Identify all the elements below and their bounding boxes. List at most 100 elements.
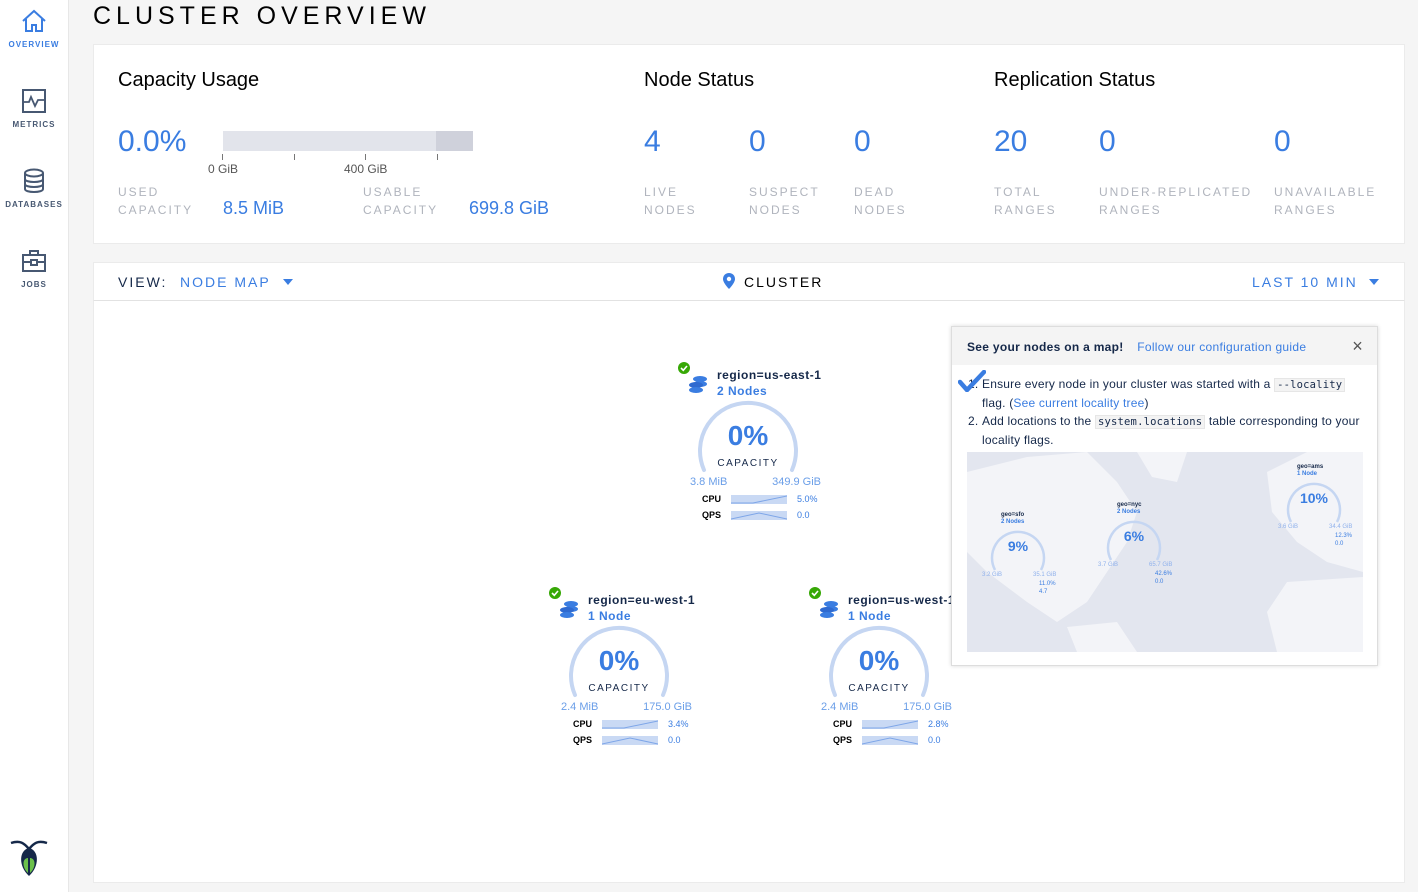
view-dropdown[interactable]: NODE MAP bbox=[180, 274, 271, 290]
dead-nodes-value: 0 bbox=[854, 125, 871, 158]
node-status-title: Node Status bbox=[644, 69, 755, 91]
healthy-check-icon bbox=[678, 362, 690, 374]
chevron-down-icon[interactable] bbox=[1369, 279, 1379, 290]
capacity-gauge bbox=[829, 625, 929, 697]
cpu-label: CPU bbox=[573, 719, 593, 729]
live-nodes-value: 4 bbox=[644, 125, 661, 158]
unavailable-ranges-value: 0 bbox=[1274, 125, 1291, 158]
capacity-percent: 0% bbox=[727, 420, 769, 451]
locality-tree-link[interactable]: See current locality tree bbox=[1013, 396, 1145, 410]
sidebar-item-overview[interactable]: OVERVIEW bbox=[0, 8, 68, 49]
qps-label: QPS bbox=[833, 735, 853, 745]
cockroach-logo[interactable] bbox=[8, 838, 50, 880]
example-map-image: geo=sfo 2 Nodes 9% 3.2 GiB 35.1 GiB 11.0… bbox=[967, 452, 1363, 652]
sidebar-item-label: DATABASES bbox=[5, 200, 63, 209]
used-capacity: 2.4 MiB bbox=[561, 701, 599, 713]
cpu-label: CPU bbox=[833, 719, 853, 729]
qps-value: 0.0 bbox=[797, 510, 810, 520]
total-capacity: 175.0 GiB bbox=[903, 701, 952, 713]
sidebar-item-metrics[interactable]: METRICS bbox=[0, 88, 68, 129]
chevron-down-icon[interactable] bbox=[283, 279, 293, 290]
capacity-label: CAPACITY bbox=[717, 458, 779, 469]
usable-capacity-value: 699.8 GiB bbox=[469, 198, 550, 218]
view-label: VIEW: bbox=[118, 274, 168, 290]
sidebar-item-databases[interactable]: DATABASES bbox=[0, 168, 68, 209]
close-icon[interactable]: × bbox=[1352, 336, 1363, 356]
dead-nodes-label: DEAD NODES bbox=[854, 185, 907, 217]
breadcrumb-cluster[interactable]: CLUSTER bbox=[744, 274, 824, 290]
node-count: 1 Node bbox=[588, 609, 632, 623]
popup-heading: See your nodes on a map! bbox=[967, 340, 1124, 354]
used-capacity: 3.8 MiB bbox=[690, 476, 728, 488]
qps-value: 0.0 bbox=[668, 735, 681, 745]
capacity-label: CAPACITY bbox=[848, 683, 910, 694]
cpu-label: CPU bbox=[702, 494, 722, 504]
suspect-nodes-value: 0 bbox=[749, 125, 766, 158]
under-replicated-label: UNDER-REPLICATED RANGES bbox=[1099, 185, 1253, 217]
unavailable-ranges-label: UNAVAILABLE RANGES bbox=[1274, 185, 1377, 217]
qps-sparkline bbox=[731, 511, 787, 520]
capacity-percent: 0% bbox=[598, 645, 640, 676]
sidebar-item-label: OVERVIEW bbox=[8, 40, 60, 49]
sidebar: OVERVIEW METRICS DATABASES JOBS bbox=[0, 0, 69, 892]
cpu-sparkline bbox=[602, 720, 658, 729]
time-range-dropdown[interactable]: LAST 10 MIN bbox=[1252, 274, 1358, 290]
total-capacity: 349.9 GiB bbox=[772, 476, 821, 488]
map-node-widget: geo=nyc 2 Nodes 6% 3.7 GiB 65.7 GiB 42.6… bbox=[1098, 502, 1173, 585]
live-nodes-label: LIVE NODES bbox=[644, 185, 697, 217]
healthy-check-icon bbox=[809, 587, 821, 599]
database-icon bbox=[24, 168, 44, 193]
map-node-widget: geo=ams 1 Node 10% 3.6 GiB 34.4 GiB 12.3… bbox=[1278, 464, 1353, 547]
node-locality-widget[interactable]: region=us-west-1 1 Node 0% CAPACITY 2.4 … bbox=[744, 587, 1014, 757]
sidebar-item-label: JOBS bbox=[21, 280, 47, 289]
database-stack-icon bbox=[689, 376, 707, 393]
locality-title[interactable]: region=us-west-1 bbox=[848, 593, 956, 607]
capacity-title: Capacity Usage bbox=[118, 69, 260, 91]
configuration-guide-link[interactable]: Follow our configuration guide bbox=[1137, 340, 1307, 354]
tick-label: 400 GiB bbox=[344, 162, 388, 176]
qps-label: QPS bbox=[573, 735, 593, 745]
locality-title[interactable]: region=eu-west-1 bbox=[588, 593, 696, 607]
total-ranges-label: TOTAL RANGES bbox=[994, 185, 1057, 217]
database-stack-icon bbox=[560, 601, 578, 618]
map-node-widget: geo=sfo 2 Nodes 9% 3.2 GiB 35.1 GiB 11.0… bbox=[982, 512, 1057, 595]
capacity-bar bbox=[223, 131, 473, 151]
setup-steps: Ensure every node in your cluster was st… bbox=[952, 365, 1377, 449]
node-locality-widget[interactable]: region=us-east-1 2 Nodes 0% CAPACITY 3.8… bbox=[613, 362, 883, 532]
sidebar-item-jobs[interactable]: JOBS bbox=[0, 248, 68, 289]
database-stack-icon bbox=[820, 601, 838, 618]
total-capacity: 175.0 GiB bbox=[643, 701, 692, 713]
capacity-label: CAPACITY bbox=[588, 683, 650, 694]
cpu-sparkline bbox=[731, 495, 787, 504]
suspect-nodes-label: SUSPECT NODES bbox=[749, 185, 820, 217]
step-2: Add locations to the system.locations ta… bbox=[982, 412, 1362, 449]
checkmark-icon bbox=[958, 370, 986, 392]
location-pin-icon bbox=[723, 273, 735, 289]
briefcase-icon bbox=[22, 250, 46, 272]
healthy-check-icon bbox=[549, 587, 561, 599]
cpu-value: 2.8% bbox=[928, 719, 949, 729]
cpu-value: 3.4% bbox=[668, 719, 689, 729]
page-title: CLUSTER OVERVIEW bbox=[93, 2, 431, 30]
chart-icon bbox=[22, 89, 46, 113]
view-bar: VIEW: NODE MAP CLUSTER LAST 10 MIN bbox=[93, 262, 1405, 301]
cpu-value: 5.0% bbox=[797, 494, 818, 504]
capacity-percent: 0.0% bbox=[118, 125, 187, 158]
home-icon bbox=[22, 9, 46, 32]
total-ranges-value: 20 bbox=[994, 125, 1028, 158]
used-capacity-value: 8.5 MiB bbox=[223, 198, 285, 218]
qps-sparkline bbox=[602, 736, 658, 745]
used-capacity-label: USED CAPACITY bbox=[118, 185, 194, 217]
node-locality-widget[interactable]: region=eu-west-1 1 Node 0% CAPACITY 2.4 … bbox=[484, 587, 754, 757]
under-replicated-value: 0 bbox=[1099, 125, 1116, 158]
popup-header: See your nodes on a map! Follow our conf… bbox=[952, 327, 1377, 365]
usable-capacity-label: USABLE CAPACITY bbox=[363, 185, 439, 217]
qps-label: QPS bbox=[702, 510, 722, 520]
sidebar-item-label: METRICS bbox=[12, 120, 56, 129]
map-setup-popup: See your nodes on a map! Follow our conf… bbox=[951, 326, 1378, 666]
locality-title[interactable]: region=us-east-1 bbox=[717, 368, 822, 382]
capacity-gauge bbox=[569, 625, 669, 697]
qps-sparkline bbox=[862, 736, 918, 745]
capacity-percent: 0% bbox=[858, 645, 900, 676]
node-count: 1 Node bbox=[848, 609, 892, 623]
